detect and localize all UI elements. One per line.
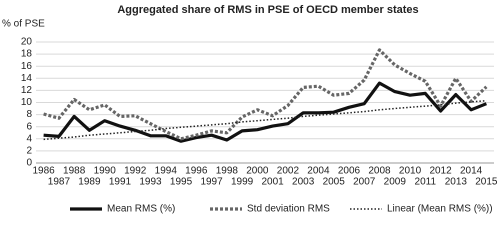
x-tick-label: 1994 (155, 166, 178, 177)
x-tick-label: 2008 (368, 166, 391, 177)
x-tick-label: 1989 (78, 177, 101, 188)
legend-label: Linear (Mean RMS (%)) (387, 204, 493, 215)
x-tick-label: 1995 (170, 177, 193, 188)
x-tick-label: 1988 (63, 166, 86, 177)
legend-label: Std deviation RMS (247, 204, 330, 215)
x-tick-label: 1991 (109, 177, 132, 188)
x-tick-label: 1997 (200, 177, 223, 188)
x-tick-label: 1986 (33, 166, 56, 177)
legend-label: Mean RMS (%) (107, 204, 175, 215)
series-line (43, 48, 488, 141)
x-tick-label: 1992 (124, 166, 147, 177)
y-tick-label: 14 (21, 73, 33, 84)
series-line (43, 81, 487, 143)
x-tick-label: 2002 (277, 166, 300, 177)
x-tick-label: 2001 (262, 177, 285, 188)
y-tick-label: 10 (21, 97, 33, 108)
x-tick-label: 2006 (338, 166, 361, 177)
x-tick-label: 2010 (399, 166, 422, 177)
x-tick-label: 2014 (460, 166, 483, 177)
x-tick-label: 2013 (445, 177, 468, 188)
x-tick-label: 2007 (353, 177, 376, 188)
y-tick-label: 20 (21, 37, 33, 48)
x-tick-label: 1987 (48, 177, 71, 188)
y-tick-label: 2 (26, 146, 32, 157)
x-tick-label: 2015 (475, 177, 498, 188)
y-tick-label: 8 (26, 109, 32, 120)
x-tick-label: 1996 (185, 166, 208, 177)
x-tick-label: 2009 (384, 177, 407, 188)
y-tick-label: 12 (21, 85, 33, 96)
y-tick-label: 18 (21, 49, 33, 60)
y-tick-label: 4 (26, 133, 32, 144)
x-tick-label: 2005 (323, 177, 346, 188)
x-tick-label: 2011 (415, 177, 437, 188)
x-tick-label: 2000 (246, 166, 269, 177)
series-line (43, 99, 487, 141)
x-tick-label: 1993 (139, 177, 162, 188)
x-tick-label: 2003 (292, 177, 315, 188)
y-tick-label: 6 (26, 121, 32, 132)
x-tick-label: 1998 (216, 166, 239, 177)
chart: Aggregated share of RMS in PSE of OECD m… (2, 4, 498, 215)
x-tick-label: 1990 (94, 166, 117, 177)
chart-title: Aggregated share of RMS in PSE of OECD m… (117, 4, 418, 16)
x-tick-label: 1999 (231, 177, 254, 188)
y-tick-label: 16 (21, 61, 33, 72)
x-tick-label: 2012 (429, 166, 452, 177)
y-tick-label: 0 (26, 158, 32, 169)
y-axis-label: % of PSE (2, 19, 45, 30)
x-tick-label: 2004 (307, 166, 330, 177)
